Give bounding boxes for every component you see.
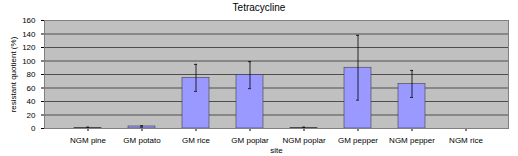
svg-text:GM pepper: GM pepper [338, 136, 378, 145]
svg-text:160: 160 [22, 16, 36, 25]
svg-text:resistant quotient (%): resistant quotient (%) [9, 36, 18, 112]
html-text:Tetracycline: Tetracycline [232, 2, 286, 13]
svg-text:NGM rice: NGM rice [449, 136, 483, 145]
svg-text:NGM poplar: NGM poplar [282, 136, 325, 145]
svg-text:site: site [270, 146, 283, 155]
svg-text:40: 40 [27, 97, 36, 106]
svg-text:NGM pine: NGM pine [70, 136, 107, 145]
svg-text:120: 120 [22, 43, 36, 52]
svg-text:GM potato: GM potato [123, 136, 161, 145]
svg-text:NGM pepper: NGM pepper [389, 136, 435, 145]
svg-text:GM rice: GM rice [182, 136, 211, 145]
svg-text:0: 0 [31, 124, 36, 133]
svg-text:GM poplar: GM poplar [231, 136, 269, 145]
svg-text:80: 80 [27, 70, 36, 79]
svg-text:140: 140 [22, 30, 36, 39]
svg-text:60: 60 [27, 84, 36, 93]
svg-text:100: 100 [22, 57, 36, 66]
svg-text:20: 20 [27, 111, 36, 120]
